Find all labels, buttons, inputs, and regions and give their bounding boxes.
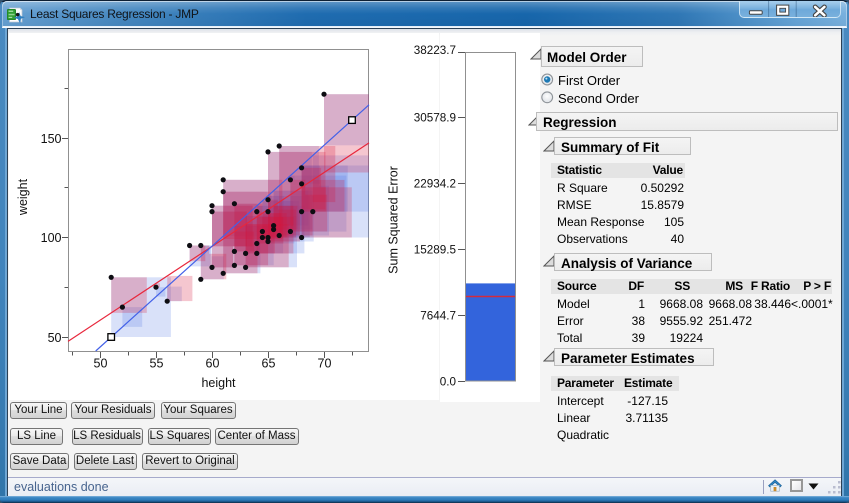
svg-text:22934.2: 22934.2 [414, 178, 456, 191]
svg-text:50: 50 [94, 357, 108, 371]
svg-text:15289.5: 15289.5 [414, 244, 457, 257]
svg-text:0.0: 0.0 [440, 376, 457, 389]
svg-text:65: 65 [262, 357, 276, 371]
svg-text:55: 55 [150, 357, 164, 371]
svg-text:50: 50 [48, 331, 62, 345]
svg-text:Sum Squared Error: Sum Squared Error [387, 166, 401, 274]
svg-text:100: 100 [41, 231, 62, 245]
svg-text:30578.9: 30578.9 [414, 112, 456, 125]
svg-text:70: 70 [318, 357, 332, 371]
svg-text:60: 60 [206, 357, 220, 371]
svg-text:height: height [201, 376, 236, 390]
svg-text:38223.7: 38223.7 [414, 44, 456, 57]
svg-text:weight: weight [16, 178, 30, 216]
svg-text:7644.7: 7644.7 [420, 310, 456, 323]
svg-text:150: 150 [41, 132, 62, 146]
